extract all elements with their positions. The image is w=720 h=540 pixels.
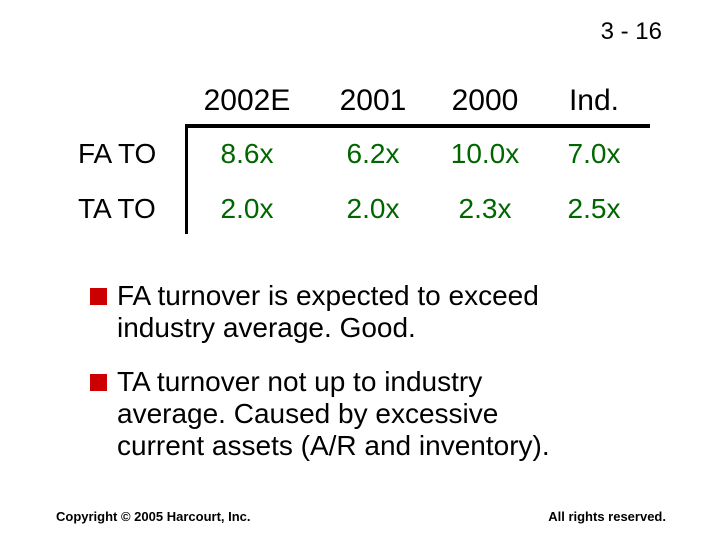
table-cell: 2.3x	[458, 193, 512, 224]
row-label-fa-to: FA TO	[78, 138, 157, 169]
bullet-item: TA turnover not up to industry average. …	[90, 366, 550, 462]
bullet-marker-icon	[90, 374, 107, 391]
column-header-2000: 2000	[451, 84, 519, 117]
bullet-line: FA turnover is expected to exceed	[117, 280, 539, 311]
table-cell: 7.0x	[567, 138, 621, 169]
slide-number: 3 - 16	[600, 18, 662, 45]
bullet-line: average. Caused by excessive	[117, 398, 499, 429]
table-cell: 2.0x	[220, 193, 274, 224]
column-header-2002e: 2002E	[203, 84, 291, 117]
bullet-marker-icon	[90, 288, 107, 305]
label-divider	[185, 128, 188, 234]
table-cell: 8.6x	[220, 138, 274, 169]
bullet-item: FA turnover is expected to exceed indust…	[90, 280, 539, 344]
bullet-line: industry average. Good.	[117, 312, 416, 343]
table-cell: 6.2x	[346, 138, 400, 169]
table-cell: 10.0x	[450, 138, 520, 169]
column-header-industry: Ind.	[568, 84, 620, 117]
table-cell: 2.5x	[567, 193, 621, 224]
rights-text: All rights reserved.	[548, 509, 666, 524]
row-label-ta-to: TA TO	[78, 193, 156, 224]
bullet-line: current assets (A/R and inventory).	[117, 430, 550, 461]
bullet-line: TA turnover not up to industry	[117, 366, 483, 397]
column-header-2001: 2001	[339, 84, 407, 117]
table-cell: 2.0x	[346, 193, 400, 224]
copyright-text: Copyright © 2005 Harcourt, Inc.	[56, 509, 251, 524]
header-divider	[185, 124, 650, 128]
